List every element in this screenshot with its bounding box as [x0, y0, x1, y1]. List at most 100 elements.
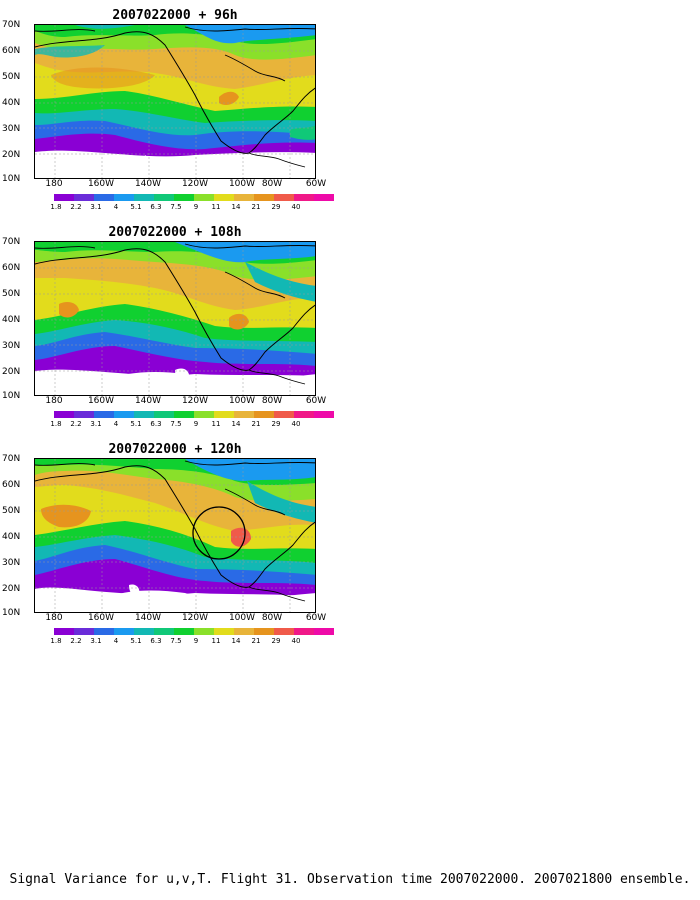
observation-target-circle: [192, 506, 246, 560]
lon-label: 80W: [261, 613, 283, 623]
lon-label: 60W: [305, 179, 327, 189]
colorbar-tick-label: 6.3: [150, 203, 162, 211]
lat-label: 40N: [2, 98, 21, 108]
colorbar-tick-label: 3.1: [90, 203, 102, 211]
colorbar-swatch: [234, 194, 254, 201]
panel-title: 2007022000 + 108h: [108, 225, 242, 240]
colorbar-tick-label: 14: [231, 637, 241, 645]
colorbar-swatch: [314, 628, 334, 635]
lat-label: 30N: [2, 124, 21, 134]
colorbar-swatch: [274, 194, 294, 201]
colorbar-swatch: [154, 628, 174, 635]
lon-label: 100W: [228, 179, 256, 189]
colorbar-tick-label: 2.2: [70, 637, 82, 645]
colorbar-swatch: [194, 628, 214, 635]
colorbar-swatch: [134, 628, 154, 635]
lat-label: 30N: [2, 558, 21, 568]
lon-label: 140W: [134, 613, 162, 623]
colorbar-swatch: [314, 411, 334, 418]
forecast-panel-108h: 2007022000 + 108h: [0, 225, 340, 435]
colorbar-swatch: [314, 194, 334, 201]
colorbar-swatch: [294, 194, 314, 201]
variance-map: [34, 458, 316, 613]
colorbar-tick-label: 9: [193, 203, 199, 211]
lat-label: 70N: [2, 454, 21, 464]
lon-label: 100W: [228, 613, 256, 623]
colorbar-swatch: [74, 411, 94, 418]
lat-label: 60N: [2, 480, 21, 490]
colorbar-tick-label: 9: [193, 420, 199, 428]
lat-label: 10N: [2, 174, 21, 184]
colorbar-tick-label: 21: [251, 203, 261, 211]
colorbar-swatch: [74, 194, 94, 201]
lon-label: 180: [45, 396, 63, 406]
colorbar-swatch: [174, 411, 194, 418]
colorbar-swatch: [234, 628, 254, 635]
colorbar-swatch: [114, 411, 134, 418]
lat-label: 20N: [2, 367, 21, 377]
lat-label: 50N: [2, 289, 21, 299]
lat-label: 40N: [2, 532, 21, 542]
figure-caption: Signal Variance for u,v,T. Flight 31. Ob…: [9, 872, 691, 887]
colorbar-tick-label: 5.1: [130, 637, 142, 645]
colorbar: [54, 194, 334, 201]
colorbar-swatch: [254, 628, 274, 635]
colorbar-swatch: [114, 628, 134, 635]
colorbar-swatch: [214, 194, 234, 201]
colorbar-swatch: [174, 194, 194, 201]
colorbar-tick-label: 6.3: [150, 637, 162, 645]
colorbar-swatch: [274, 411, 294, 418]
colorbar-swatch: [54, 411, 74, 418]
colorbar-swatch: [94, 194, 114, 201]
colorbar-swatch: [134, 194, 154, 201]
colorbar-tick-label: 7.5: [170, 420, 182, 428]
colorbar-tick-label: 14: [231, 420, 241, 428]
lon-label: 180: [45, 613, 63, 623]
colorbar-swatch: [254, 411, 274, 418]
colorbar-swatch: [294, 628, 314, 635]
colorbar-tick-label: 29: [271, 203, 281, 211]
lon-label: 120W: [181, 613, 209, 623]
lat-label: 20N: [2, 150, 21, 160]
lon-label: 180: [45, 179, 63, 189]
colorbar-swatch: [114, 194, 134, 201]
colorbar-swatch: [214, 628, 234, 635]
colorbar-swatch: [154, 411, 174, 418]
colorbar-tick-label: 11: [211, 637, 221, 645]
lat-label: 70N: [2, 237, 21, 247]
colorbar-tick-label: 4: [113, 420, 119, 428]
colorbar-tick-label: 7.5: [170, 637, 182, 645]
colorbar: [54, 628, 334, 635]
colorbar-tick-label: 2.2: [70, 420, 82, 428]
lat-label: 40N: [2, 315, 21, 325]
lat-label: 50N: [2, 506, 21, 516]
lat-label: 20N: [2, 584, 21, 594]
lat-label: 10N: [2, 608, 21, 618]
colorbar-swatch: [54, 628, 74, 635]
colorbar-tick-label: 3.1: [90, 637, 102, 645]
lat-label: 10N: [2, 391, 21, 401]
lat-label: 60N: [2, 46, 21, 56]
colorbar-swatch: [54, 194, 74, 201]
lat-label: 50N: [2, 72, 21, 82]
colorbar-tick-label: 14: [231, 203, 241, 211]
lon-label: 100W: [228, 396, 256, 406]
colorbar-swatch: [194, 411, 214, 418]
colorbar-tick-label: 40: [291, 203, 301, 211]
colorbar-tick-label: 1.8: [50, 203, 62, 211]
lon-label: 160W: [87, 613, 115, 623]
colorbar-swatch: [234, 411, 254, 418]
colorbar-tick-label: 9: [193, 637, 199, 645]
variance-map: [34, 24, 316, 179]
colorbar-tick-label: 29: [271, 420, 281, 428]
colorbar-tick-label: 21: [251, 420, 261, 428]
colorbar-tick-label: 11: [211, 420, 221, 428]
panel-title: 2007022000 + 120h: [108, 442, 242, 457]
lon-label: 120W: [181, 179, 209, 189]
lat-label: 30N: [2, 341, 21, 351]
colorbar-tick-label: 3.1: [90, 420, 102, 428]
lon-label: 60W: [305, 613, 327, 623]
colorbar-swatch: [94, 411, 114, 418]
colorbar-swatch: [214, 411, 234, 418]
colorbar-swatch: [294, 411, 314, 418]
